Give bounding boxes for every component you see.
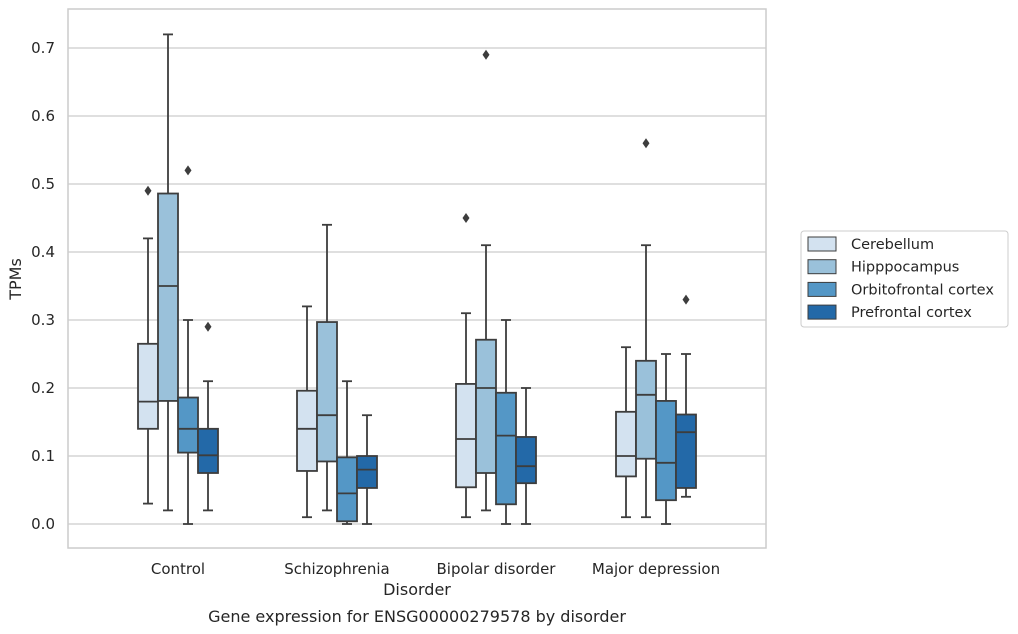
y-tick-label: 0.7 <box>31 39 55 57</box>
y-tick-label: 0.3 <box>31 311 55 329</box>
y-axis-ticks: 0.0 0.1 0.2 0.3 0.4 0.5 0.6 0.7 <box>31 39 55 533</box>
iqr-box <box>137 342 159 430</box>
box-3-2 <box>515 387 537 525</box>
iqr-box <box>515 436 537 485</box>
box-2-3 <box>655 353 677 525</box>
box-1-1 <box>316 223 338 512</box>
iqr-box <box>495 391 517 506</box>
iqr-box <box>336 456 358 523</box>
x-tick-label: Major depression <box>592 560 720 578</box>
y-tick-label: 0.6 <box>31 107 55 125</box>
legend-swatch <box>807 304 837 320</box>
x-axis-ticks: Control Schizophrenia Bipolar disorder Majo… <box>151 560 720 578</box>
legend-label: Hipppocampus <box>851 260 959 276</box>
iqr-box <box>655 400 677 502</box>
box-plot-series <box>137 33 697 525</box>
legend: Cerebellum Hipppocampus Orbitofrontal cort… <box>800 230 1009 328</box>
iqr-box <box>177 396 199 454</box>
iqr-box <box>635 359 657 460</box>
iqr-box <box>475 338 497 474</box>
iqr-box <box>675 413 697 489</box>
outlier-point <box>144 185 152 196</box>
outlier-point <box>204 321 212 332</box>
y-tick-label: 0.4 <box>31 243 55 261</box>
x-tick-label: Bipolar disorder <box>437 560 557 578</box>
legend-label: Orbitofrontal cortex <box>851 282 994 298</box>
iqr-box <box>455 383 477 489</box>
legend-label: Prefrontal cortex <box>851 305 972 321</box>
plot-area-frame <box>67 8 767 549</box>
box-1-2 <box>475 49 497 512</box>
box-2-0 <box>177 165 199 525</box>
iqr-box <box>197 427 219 474</box>
iqr-box <box>356 455 378 489</box>
box-0-1 <box>296 305 318 519</box>
box-1-0 <box>157 33 179 512</box>
outlier-point <box>482 49 490 60</box>
iqr-box <box>296 389 318 472</box>
box-2-2 <box>495 319 517 525</box>
box-0-3 <box>615 346 637 519</box>
y-tick-label: 0.5 <box>31 175 55 193</box>
legend-swatch <box>807 259 837 275</box>
box-0-0 <box>137 185 159 505</box>
x-tick-label: Control <box>151 560 205 578</box>
outlier-point <box>462 213 470 223</box>
box-3-0 <box>197 321 219 512</box>
legend-swatch <box>807 281 837 297</box>
legend-label: Cerebellum <box>851 237 934 253</box>
y-tick-label: 0.2 <box>31 379 55 397</box>
box-2-1 <box>336 380 358 525</box>
x-axis-label: Disorder <box>383 580 451 599</box>
box-0-2 <box>455 213 477 519</box>
chart-caption: Gene expression for ENSG00000279578 by d… <box>208 607 626 626</box>
outlier-point <box>642 138 650 149</box>
legend-swatch <box>807 236 837 252</box>
outlier-point <box>184 165 192 176</box>
outlier-point <box>682 294 690 305</box>
y-tick-label: 0.1 <box>31 447 55 465</box>
x-tick-label: Schizophrenia <box>284 560 389 578</box>
iqr-box <box>157 192 179 402</box>
iqr-box <box>615 410 637 478</box>
y-tick-label: 0.0 <box>31 515 55 533</box>
box-1-3 <box>635 138 657 519</box>
y-axis-label: TPMs <box>6 258 25 301</box>
box-3-1 <box>356 414 378 525</box>
iqr-box <box>316 321 338 463</box>
legend-frame <box>800 230 1009 328</box>
box-3-3 <box>675 294 697 498</box>
